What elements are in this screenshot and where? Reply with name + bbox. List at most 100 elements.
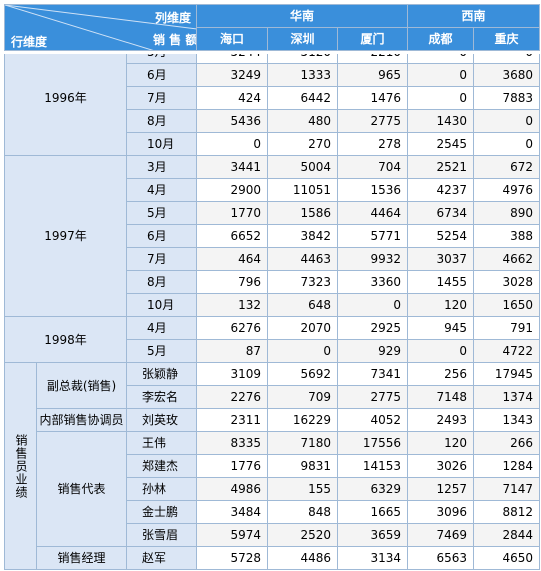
month-cell[interactable]: 8月 [126,109,197,133]
month-cell[interactable]: 6月 [126,224,197,248]
value-cell: 1476 [337,86,408,110]
month-cell[interactable]: 6月 [126,63,197,87]
value-cell: 945 [407,316,474,340]
value-cell: 3037 [407,247,474,271]
value-cell: 5004 [267,155,338,179]
month-cell[interactable]: 10月 [126,293,197,317]
salesperson-name-cell[interactable]: 刘英玫 [126,408,197,432]
value-cell: 7469 [407,523,474,547]
city-header-chengdu[interactable]: 成都 [407,27,474,51]
city-header-haikou[interactable]: 海口 [196,27,268,51]
value-cell: 17556 [337,431,408,455]
salesperson-name-cell[interactable]: 赵军 [126,546,197,570]
salesperson-name-cell[interactable]: 金士鹏 [126,500,197,524]
salesperson-name-cell[interactable]: 王伟 [126,431,197,455]
value-cell: 0 [473,54,540,64]
table-row: 7月 464 4463 9932 3037 4662 [5,247,540,271]
value-cell: 0 [407,54,474,64]
value-cell: 256 [407,362,474,386]
value-cell: 7883 [473,86,540,110]
value-cell: 6652 [196,224,268,248]
month-cell[interactable]: 8月 [126,270,197,294]
value-cell: 2545 [407,132,474,156]
month-cell[interactable]: 10月 [126,132,197,156]
value-cell: 3134 [337,546,408,570]
job-title-cell[interactable]: 副总裁(销售) [36,362,127,409]
value-cell: 3109 [196,362,268,386]
value-cell: 2070 [267,316,338,340]
value-cell: 2925 [337,316,408,340]
value-cell: 709 [267,385,338,409]
value-cell: 1536 [337,178,408,202]
value-cell: 6563 [407,546,474,570]
year-group-cell[interactable]: 1996年 [4,54,127,156]
month-cell[interactable]: 5月 [126,339,197,363]
value-cell: 120 [407,293,474,317]
city-header-chongqing[interactable]: 重庆 [473,27,540,51]
value-cell: 1284 [473,454,540,478]
table-row: 4月 2900 11051 1536 4237 4976 [5,178,540,202]
value-cell: 3842 [267,224,338,248]
city-header-xiamen[interactable]: 厦门 [337,27,408,51]
value-cell: 3484 [196,500,268,524]
value-cell: 0 [196,132,268,156]
value-cell: 5974 [196,523,268,547]
job-title-cell[interactable]: 销售代表 [36,431,127,547]
value-cell: 4650 [473,546,540,570]
value-cell: 4986 [196,477,268,501]
value-cell: 11051 [267,178,338,202]
salesperson-name-cell[interactable]: 李宏名 [126,385,197,409]
report-body-scroll[interactable]: 1996年5月524451202210006月32491333965036807… [0,54,541,571]
region-header-south-china[interactable]: 华南 [196,4,408,28]
region-header-southwest[interactable]: 西南 [407,4,540,28]
job-title-cell[interactable]: 内部销售协调员 [36,408,127,432]
year-group-cell[interactable]: 1997年 [4,155,127,317]
value-cell: 5436 [196,109,268,133]
value-cell: 3026 [407,454,474,478]
month-cell[interactable]: 7月 [126,247,197,271]
table-row: 1997年 3月 3441 5004 704 2521 672 [4,155,540,317]
value-cell: 7180 [267,431,338,455]
value-cell: 1665 [337,500,408,524]
value-cell: 1333 [267,63,338,87]
salesperson-name-cell[interactable]: 郑建杰 [126,454,197,478]
month-cell[interactable]: 3月 [126,155,197,179]
table-row: 李宏名 2276 709 2775 7148 1374 [5,385,540,409]
value-cell: 2520 [267,523,338,547]
table-row: 郑建杰 1776 9831 14153 3026 1284 [5,454,540,478]
value-cell: 0 [473,132,540,156]
pivot-corner-cell: 列维度 销 售 额 行维度 [4,4,197,51]
month-cell[interactable]: 7月 [126,86,197,110]
value-cell: 6329 [337,477,408,501]
table-row: 8月 5436 480 2775 1430 0 [5,109,540,133]
month-cell[interactable]: 4月 [126,178,197,202]
month-cell[interactable]: 5月 [126,54,197,64]
value-cell: 704 [337,155,408,179]
value-cell: 270 [267,132,338,156]
salesperson-name-cell[interactable]: 张颖静 [126,362,197,386]
value-cell: 17945 [473,362,540,386]
value-cell: 1455 [407,270,474,294]
value-cell: 388 [473,224,540,248]
year-group-cell[interactable]: 1998年 [4,316,127,363]
value-cell: 0 [337,293,408,317]
value-cell: 1770 [196,201,268,225]
table-row: 销售经理 赵军 5728 4486 3134 6563 4650 [5,546,540,570]
value-cell: 1776 [196,454,268,478]
value-cell: 848 [267,500,338,524]
month-cell[interactable]: 5月 [126,201,197,225]
value-cell: 120 [407,431,474,455]
job-title-cell[interactable]: 销售经理 [36,546,127,570]
table-row: 6月 3249 1333 965 0 3680 [5,63,540,87]
salesperson-name-cell[interactable]: 孙林 [126,477,197,501]
value-cell: 4237 [407,178,474,202]
value-cell: 8335 [196,431,268,455]
value-cell: 6442 [267,86,338,110]
value-cell: 4464 [337,201,408,225]
month-cell[interactable]: 4月 [126,316,197,340]
salesperson-name-cell[interactable]: 张雪眉 [126,523,197,547]
value-cell: 132 [196,293,268,317]
city-header-shenzhen[interactable]: 深圳 [267,27,338,51]
value-cell: 890 [473,201,540,225]
table-row: 1996年5月52445120221000 [4,54,540,156]
